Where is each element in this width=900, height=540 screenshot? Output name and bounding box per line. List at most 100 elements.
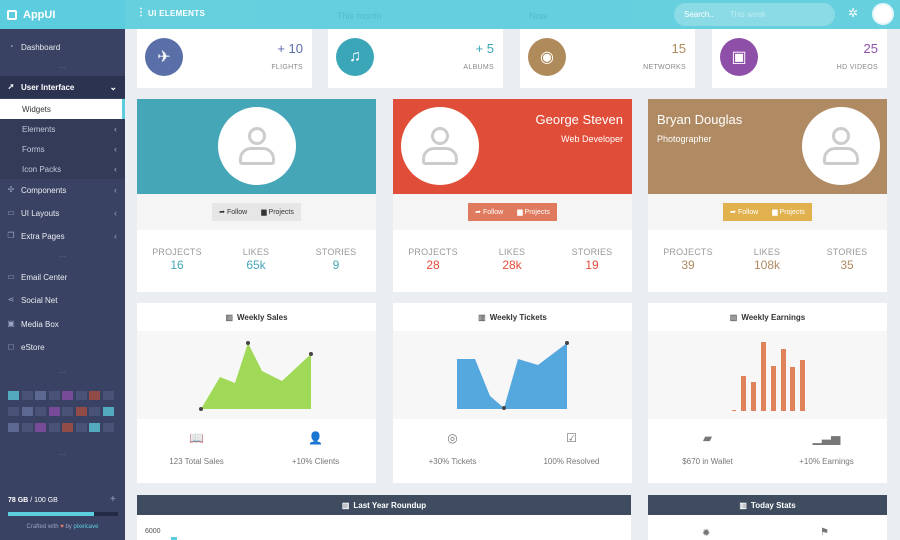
theme-swatch[interactable]: [21, 391, 33, 400]
projects-button[interactable]: ▆ Projects: [765, 203, 812, 221]
settings-icon[interactable]: ✲: [848, 6, 859, 20]
menu-toggle-icon[interactable]: ⋮: [136, 7, 146, 18]
wifi-icon: ◉: [528, 38, 566, 76]
projects-button[interactable]: ▆ Projects: [510, 203, 557, 221]
follow-button[interactable]: ➦ Follow: [468, 203, 511, 221]
cube-icon: [7, 9, 17, 20]
wallet-icon: ▰: [702, 431, 713, 445]
pages-icon: ❐: [7, 231, 15, 240]
theme-swatch[interactable]: [48, 391, 60, 400]
stat-flights[interactable]: ✈ + 10 FLIGHTS: [137, 29, 312, 88]
weekly-tickets-widget: ▥ Weekly Tickets ◎ +30% Tickets ☑ 100% Reso…: [393, 303, 632, 483]
theme-swatch[interactable]: [8, 391, 19, 400]
theme-swatch[interactable]: [21, 407, 33, 416]
search-input[interactable]: Search.. This week: [674, 3, 835, 26]
theme-swatch[interactable]: [35, 407, 46, 416]
widget-header: ▥ Last Year Roundup: [137, 495, 631, 515]
credit: Crafted with ♥ by pixelcave: [0, 524, 125, 530]
theme-swatch[interactable]: [21, 423, 33, 432]
legend-swatch: [171, 537, 177, 540]
sparkline-fill: [201, 343, 311, 409]
theme-swatch[interactable]: [89, 423, 100, 432]
footer-text: 100% Resolved: [543, 457, 600, 466]
theme-swatch[interactable]: [89, 407, 100, 416]
last-year-roundup-widget: ▥ Last Year Roundup 6000: [137, 495, 631, 540]
theme-swatch[interactable]: [48, 407, 60, 416]
sidebar-item-ui-layouts[interactable]: ▭ UI Layouts ‹: [0, 202, 125, 224]
widget-footer-item: ◎ +30% Tickets: [393, 431, 512, 466]
sidebar-subitem-forms[interactable]: Forms ‹: [0, 139, 125, 159]
add-storage-icon[interactable]: +: [110, 494, 116, 505]
sidebar-item-dashboard[interactable]: ◔ Dashboard: [0, 36, 125, 58]
theme-swatch[interactable]: [102, 423, 114, 432]
profile-stat-likes: LIKES 28k: [472, 247, 552, 272]
theme-swatch[interactable]: [75, 391, 87, 400]
theme-swatch[interactable]: [75, 407, 87, 416]
app-brand[interactable]: AppUI: [0, 0, 125, 29]
profile-name: Bryan Douglas: [657, 112, 743, 127]
theme-swatch[interactable]: [35, 423, 46, 432]
widget-footer-item: ▰ $670 in Wallet: [648, 431, 767, 466]
theme-swatch[interactable]: [102, 407, 114, 416]
bar: [790, 367, 795, 411]
storage-used: 78 GB: [8, 497, 29, 504]
sidebar-subitem-elements[interactable]: Elements ‹: [0, 119, 125, 139]
theme-swatch[interactable]: [35, 391, 46, 400]
bar-chart-icon: ▥: [341, 500, 350, 510]
avatar: [401, 107, 479, 185]
sidebar-subitem-icon-packs[interactable]: Icon Packs ‹: [0, 159, 125, 179]
sidebar-item-user-interface[interactable]: ➚ User Interface ⌄: [0, 76, 125, 98]
add-user-icon: 👤: [308, 431, 323, 445]
theme-swatch[interactable]: [8, 407, 19, 416]
stat-albums[interactable]: ♫ + 5 ALBUMS: [328, 29, 503, 88]
widget-footer-item: ☑ 100% Resolved: [512, 431, 631, 466]
profile-card: George Steven Web Developer ➦ Follow ▆ P…: [393, 99, 632, 292]
sidebar-item-label: eStore: [21, 342, 45, 352]
sparkline-area: [648, 331, 887, 419]
image-icon: ▣: [7, 319, 15, 328]
theme-swatch[interactable]: [89, 391, 100, 400]
sparkline-point: [246, 341, 250, 345]
theme-swatch[interactable]: [48, 423, 60, 432]
app-name: AppUI: [23, 8, 56, 21]
sidebar-item-estore[interactable]: ◻ eStore: [0, 336, 125, 358]
store-icon: ◻: [7, 342, 15, 351]
sidebar-item-components[interactable]: ✣ Components ‹: [0, 179, 125, 201]
sidebar-item-extra-pages[interactable]: ❐ Extra Pages ‹: [0, 225, 125, 247]
projects-label: Projects: [524, 208, 550, 216]
avatar-head: [248, 127, 266, 145]
sidebar-item-email-center[interactable]: ▭ Email Center: [0, 266, 125, 288]
profile-role: Web Developer: [561, 134, 623, 144]
sidebar-item-label: Dashboard: [21, 42, 61, 52]
theme-swatch[interactable]: [62, 391, 73, 400]
theme-swatch[interactable]: [62, 407, 73, 416]
divider: …: [58, 448, 67, 457]
album-icon: ♫: [336, 38, 374, 76]
storage-usage: 78 GB / 100 GB: [8, 497, 58, 504]
bar-chart-icon: ▥: [478, 312, 486, 322]
bar: [771, 366, 776, 411]
sidebar-item-social-net[interactable]: ⋖ Social Net: [0, 289, 125, 311]
theme-swatch[interactable]: [102, 391, 114, 400]
widget-title: Today Stats: [750, 500, 796, 510]
heart-icon: ♥: [60, 524, 64, 530]
stat-networks[interactable]: ◉ 15 NETWORKS: [520, 29, 695, 88]
theme-swatch[interactable]: [8, 423, 19, 432]
follow-button[interactable]: ➦ Follow: [723, 203, 766, 221]
theme-swatch[interactable]: [62, 423, 73, 432]
user-avatar[interactable]: [872, 3, 894, 25]
sidebar-subitem-widgets[interactable]: Widgets: [0, 99, 125, 119]
theme-swatch[interactable]: [75, 423, 87, 432]
stat-label: NETWORKS: [643, 64, 686, 71]
sidebar-item-media-box[interactable]: ▣ Media Box: [0, 313, 125, 335]
rocket-icon: ➚: [7, 82, 15, 91]
profile-stat-stories: STORIES 35: [807, 247, 887, 272]
credit-author[interactable]: pixelcave: [73, 524, 99, 530]
follow-button[interactable]: ➦ Follow: [212, 203, 255, 221]
widget-title: Weekly Tickets: [489, 312, 547, 322]
stat-hd-videos[interactable]: ▣ 25 HD VIDEOS: [712, 29, 887, 88]
divider: …: [58, 61, 67, 70]
profile-stat-projects: PROJECTS 28: [393, 247, 473, 272]
projects-button[interactable]: ▆ Projects: [254, 203, 301, 221]
sidebar: AppUI ◔ Dashboard … ➚ User Interface ⌄ W…: [0, 0, 125, 540]
